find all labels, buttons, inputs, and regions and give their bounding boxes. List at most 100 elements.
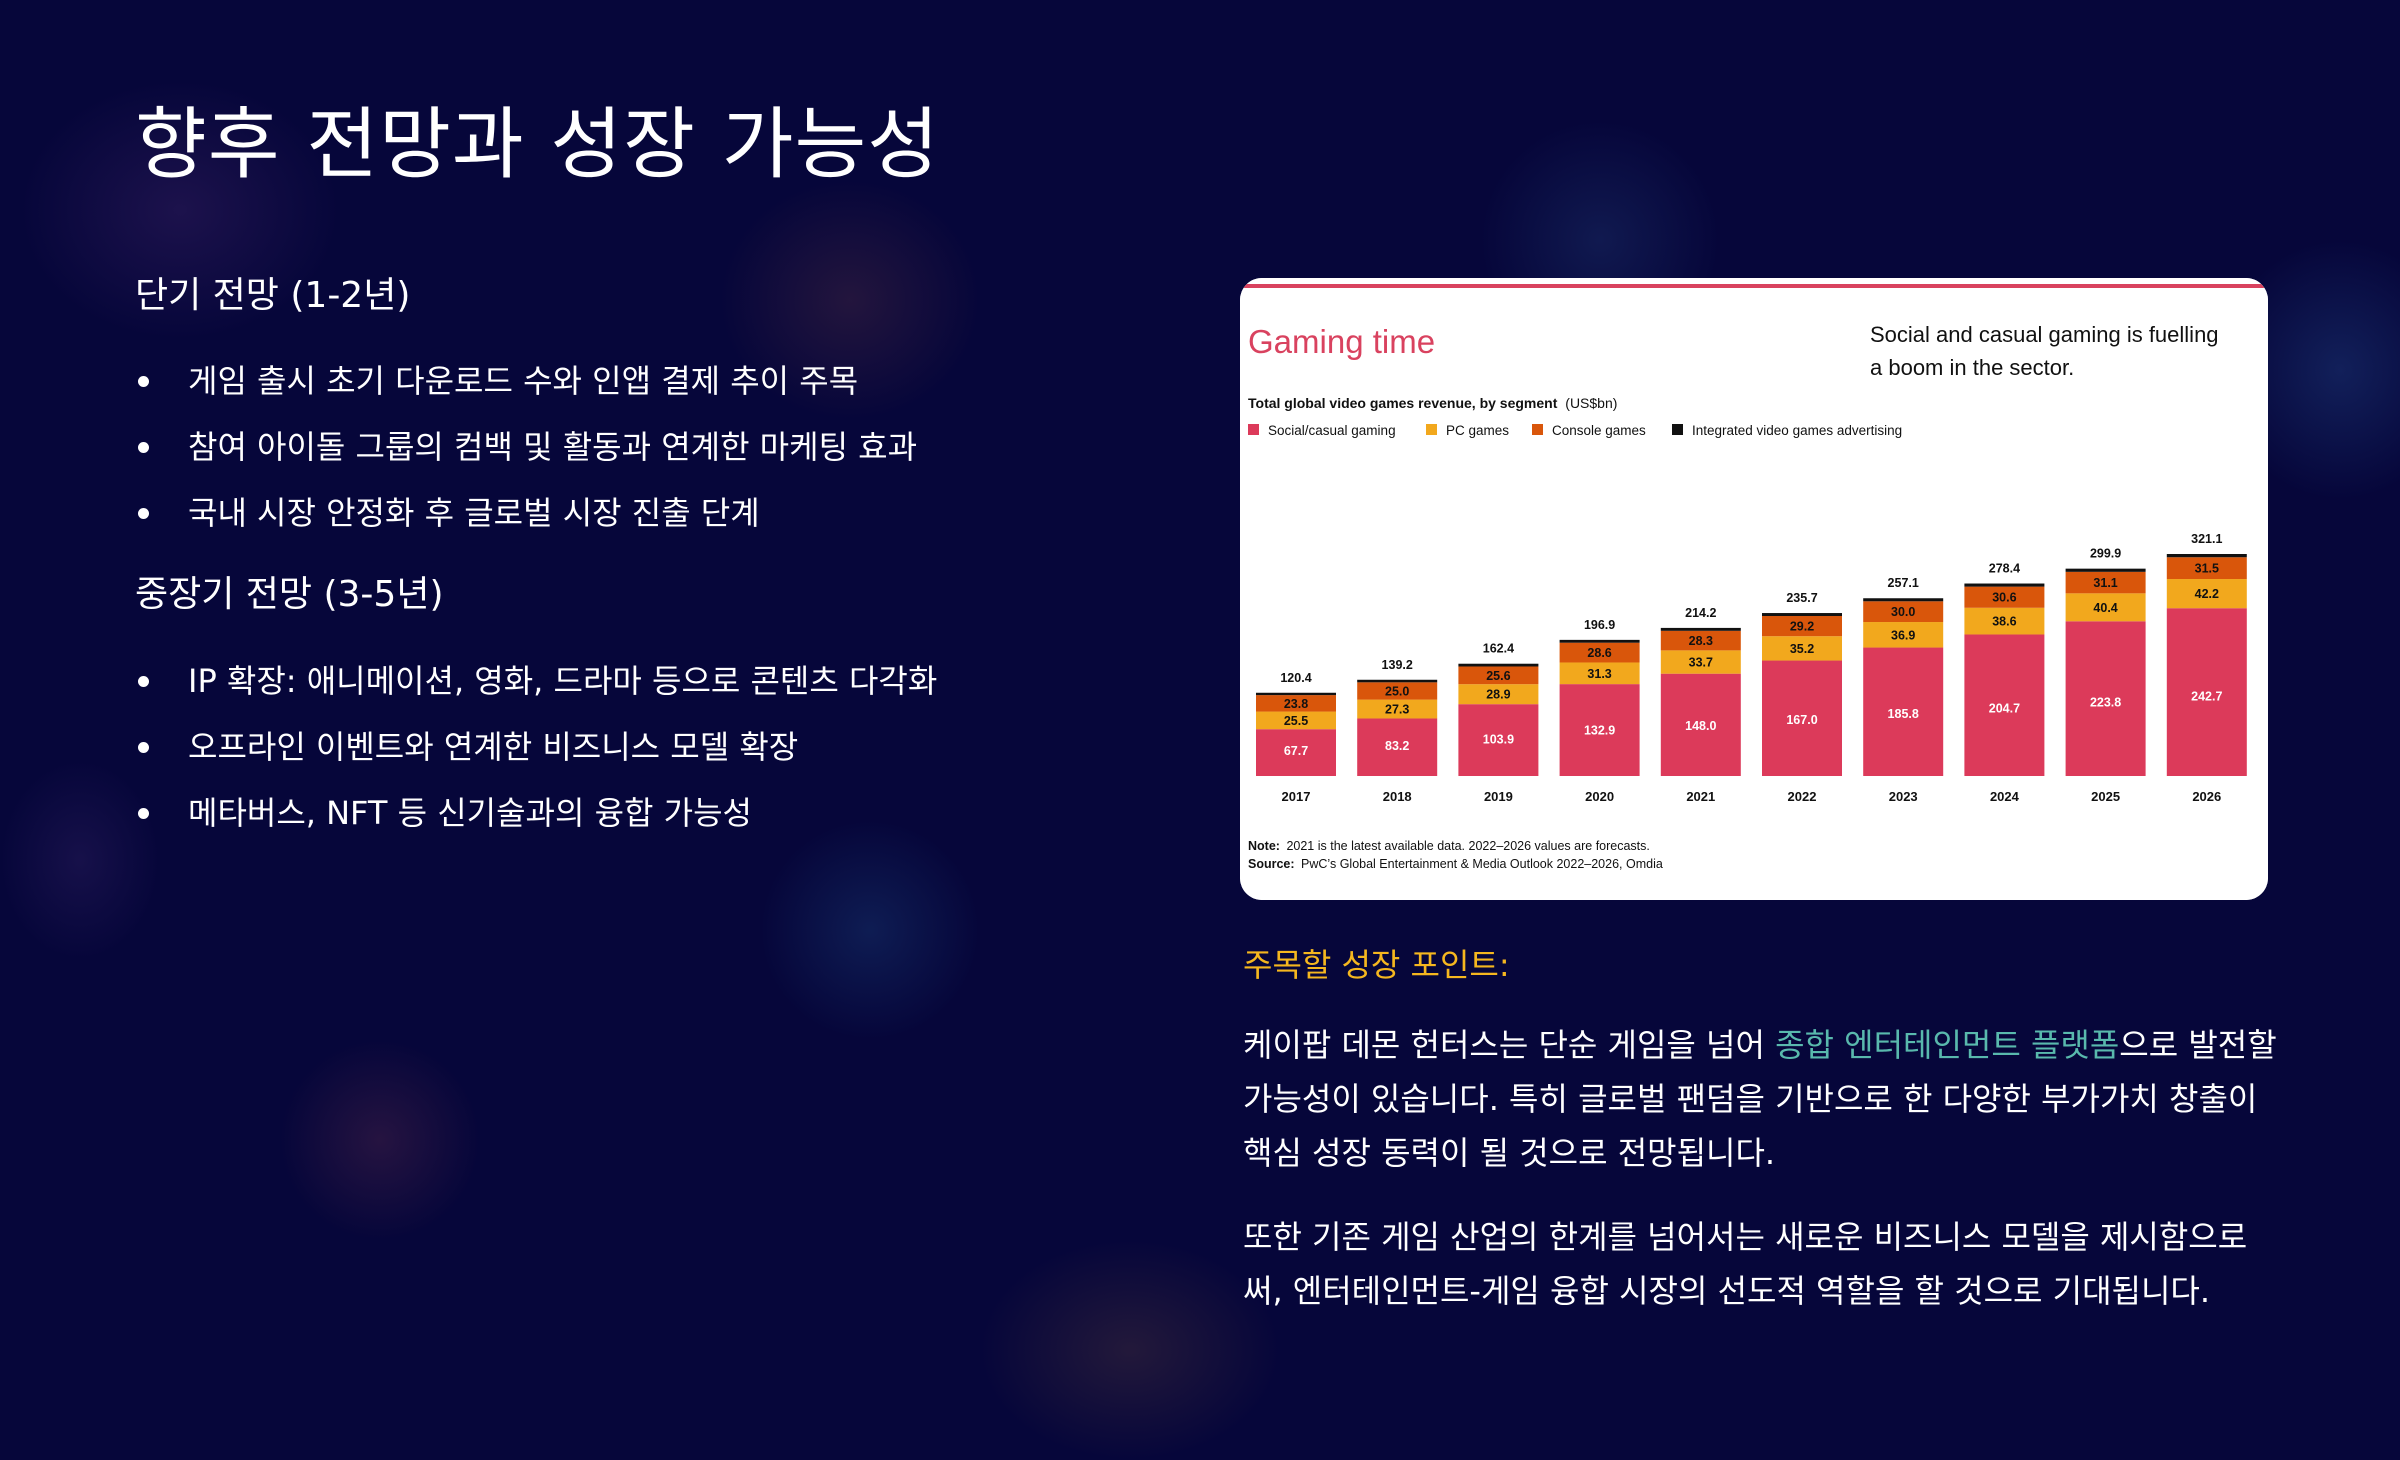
bar-value-label: 132.9 xyxy=(1584,724,1615,738)
chart-tagline-line-1: Social and casual gaming is fuelling xyxy=(1870,322,2219,347)
bar-value-label: 29.2 xyxy=(1790,620,1814,634)
bar-value-label: 103.9 xyxy=(1483,733,1514,747)
bar-segment xyxy=(1256,693,1336,695)
growth-points-title: 주목할 성장 포인트: xyxy=(1243,940,1510,986)
bar-value-label: 28.9 xyxy=(1486,688,1510,702)
page-title: 향후 전망과 성장 가능성 xyxy=(135,82,940,194)
legend-label: Integrated video games advertising xyxy=(1692,423,1902,438)
x-tick-label: 2020 xyxy=(1585,789,1614,804)
bar-value-label: 35.2 xyxy=(1790,642,1814,656)
bar-value-label: 31.1 xyxy=(2093,576,2117,590)
chart-note-label: Note: xyxy=(1248,839,1280,853)
bar-segment xyxy=(2167,554,2247,557)
bar-value-label: 185.8 xyxy=(1888,707,1919,721)
bar-value-label: 25.0 xyxy=(1385,684,1409,698)
chart-note: Note: 2021 is the latest available data.… xyxy=(1248,839,1650,853)
chart-legend: Social/casual gaming PC games Console game… xyxy=(1248,423,1902,438)
bar-value-label: 242.7 xyxy=(2191,689,2222,703)
bar-segment xyxy=(1964,584,2044,587)
bullet-icon xyxy=(138,442,149,453)
x-tick-label: 2023 xyxy=(1889,789,1918,804)
legend-label: PC games xyxy=(1446,423,1509,438)
x-tick-label: 2017 xyxy=(1282,789,1311,804)
legend-swatch xyxy=(1248,424,1259,435)
chart-title-unit: (US$bn) xyxy=(1565,395,1617,411)
bar-value-label: 67.7 xyxy=(1284,744,1308,758)
bar-value-label: 167.0 xyxy=(1786,713,1817,727)
bar-value-label: 28.3 xyxy=(1689,634,1713,648)
short-term-list: 게임 출시 초기 다운로드 수와 인앱 결제 추이 주목 참여 아이돌 그룹의 … xyxy=(135,348,917,546)
bar-total-label: 162.4 xyxy=(1483,642,1514,656)
list-item: 오프라인 이벤트와 연계한 비즈니스 모델 확장 xyxy=(135,714,937,780)
bar-value-label: 40.4 xyxy=(2093,601,2117,615)
short-term-heading: 단기 전망 (1-2년) xyxy=(135,266,410,318)
bar-total-label: 257.1 xyxy=(1888,576,1919,590)
bar-segment xyxy=(1863,598,1943,601)
bar-segment xyxy=(2066,569,2146,572)
bar-segment xyxy=(1458,664,1538,667)
legend-swatch xyxy=(1426,424,1437,435)
revenue-chart: Gaming time Social and casual gaming is … xyxy=(1240,278,2268,900)
x-tick-label: 2021 xyxy=(1686,789,1715,804)
legend-swatch xyxy=(1532,424,1543,435)
x-tick-label: 2024 xyxy=(1990,789,2020,804)
x-tick-label: 2022 xyxy=(1788,789,1817,804)
chart-title-main: Total global video games revenue, by seg… xyxy=(1248,395,1558,411)
bar-total-label: 139.2 xyxy=(1382,658,1413,672)
bar-segment xyxy=(1762,613,1842,616)
bullet-icon xyxy=(138,508,149,519)
legend-label: Social/casual gaming xyxy=(1268,423,1396,438)
x-tick-label: 2018 xyxy=(1383,789,1412,804)
chart-source-text: PwC’s Global Entertainment & Media Outlo… xyxy=(1301,857,1663,871)
bar-value-label: 148.0 xyxy=(1685,719,1716,733)
growth-paragraph-1: 케이팝 데몬 헌터스는 단순 게임을 넘어 종합 엔터테인먼트 플랫폼으로 발전… xyxy=(1243,1018,2283,1180)
bar-value-label: 25.5 xyxy=(1284,714,1308,728)
bullet-icon xyxy=(138,676,149,687)
chart-top-rule xyxy=(1240,284,2268,288)
list-item: 국내 시장 안정화 후 글로벌 시장 진출 단계 xyxy=(135,480,917,546)
bar-value-label: 25.6 xyxy=(1486,669,1510,683)
bar-total-label: 235.7 xyxy=(1786,591,1817,605)
bar-value-label: 30.0 xyxy=(1891,605,1915,619)
bar-value-label: 83.2 xyxy=(1385,739,1409,753)
x-tick-label: 2026 xyxy=(2192,789,2221,804)
bullet-icon xyxy=(138,742,149,753)
bar-segment xyxy=(1661,628,1741,631)
list-item: 게임 출시 초기 다운로드 수와 인앱 결제 추이 주목 xyxy=(135,348,917,414)
bar-total-label: 120.4 xyxy=(1280,671,1311,685)
bar-total-label: 214.2 xyxy=(1685,606,1716,620)
chart-tagline-line-2: a boom in the sector. xyxy=(1870,355,2074,380)
bar-total-label: 321.1 xyxy=(2191,532,2222,546)
legend-swatch xyxy=(1672,424,1683,435)
bar-total-label: 278.4 xyxy=(1989,562,2020,576)
bar-value-label: 27.3 xyxy=(1385,703,1409,717)
bar-value-label: 28.6 xyxy=(1587,646,1611,660)
legend-label: Console games xyxy=(1552,423,1646,438)
bar-value-label: 36.9 xyxy=(1891,628,1915,642)
bar-value-label: 31.3 xyxy=(1587,667,1611,681)
bar-value-label: 30.6 xyxy=(1992,591,2016,605)
highlight-text: 종합 엔터테인먼트 플랫폼 xyxy=(1775,1026,2119,1064)
bar-value-label: 23.8 xyxy=(1284,697,1308,711)
bar-total-label: 299.9 xyxy=(2090,547,2121,561)
growth-paragraph-2: 또한 기존 게임 산업의 한계를 넘어서는 새로운 비즈니스 모델을 제시함으로… xyxy=(1243,1210,2283,1318)
list-item: 참여 아이돌 그룹의 컴백 및 활동과 연계한 마케팅 효과 xyxy=(135,414,917,480)
chart-source: Source: PwC’s Global Entertainment & Med… xyxy=(1248,857,1663,871)
mid-long-term-list: IP 확장: 애니메이션, 영화, 드라마 등으로 콘텐츠 다각화 오프라인 이… xyxy=(135,648,937,846)
chart-note-text: 2021 is the latest available data. 2022–… xyxy=(1286,839,1649,853)
bar-total-label: 196.9 xyxy=(1584,618,1615,632)
bar-value-label: 204.7 xyxy=(1989,701,2020,715)
list-item: IP 확장: 애니메이션, 영화, 드라마 등으로 콘텐츠 다각화 xyxy=(135,648,937,714)
bar-value-label: 223.8 xyxy=(2090,695,2121,709)
mid-long-term-heading: 중장기 전망 (3-5년) xyxy=(135,565,444,617)
chart-card: Gaming time Social and casual gaming is … xyxy=(1240,278,2268,900)
bar-segment xyxy=(1357,680,1437,683)
chart-source-label: Source: xyxy=(1248,857,1295,871)
bar-value-label: 31.5 xyxy=(2195,562,2219,576)
chart-heading: Gaming time xyxy=(1248,323,1435,360)
x-tick-label: 2025 xyxy=(2091,789,2120,804)
bar-value-label: 33.7 xyxy=(1689,656,1713,670)
bar-segment xyxy=(1560,640,1640,643)
bullet-icon xyxy=(138,808,149,819)
bullet-icon xyxy=(138,376,149,387)
